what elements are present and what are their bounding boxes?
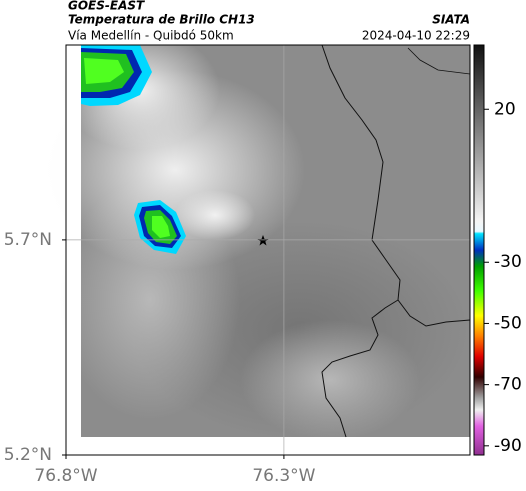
colorbar-label: 20 [494,99,516,119]
colorbar-label: -30 [494,252,522,272]
timestamp: 2024-04-10 22:29 [362,29,470,43]
colorbar-label: -90 [494,436,522,456]
map-frame [65,44,471,456]
satellite-image [45,30,471,455]
cold-cloud-top [81,45,152,106]
colorbar [473,44,485,456]
colorbar-label: -70 [494,375,522,395]
colorbar-label: -50 [494,313,522,333]
city-marker [257,235,269,246]
x-tick-label: 76.3°W [252,466,315,486]
subtitle: Temperatura de Brillo CH13 [68,13,255,27]
source: SIATA [432,13,470,27]
x-tick-label: 76.8°W [34,466,97,486]
cold-cloud-center [134,200,186,254]
y-tick-label: 5.2°N [4,445,52,465]
title: GOES-EAST [68,0,145,13]
y-tick-label: 5.7°N [4,230,52,250]
